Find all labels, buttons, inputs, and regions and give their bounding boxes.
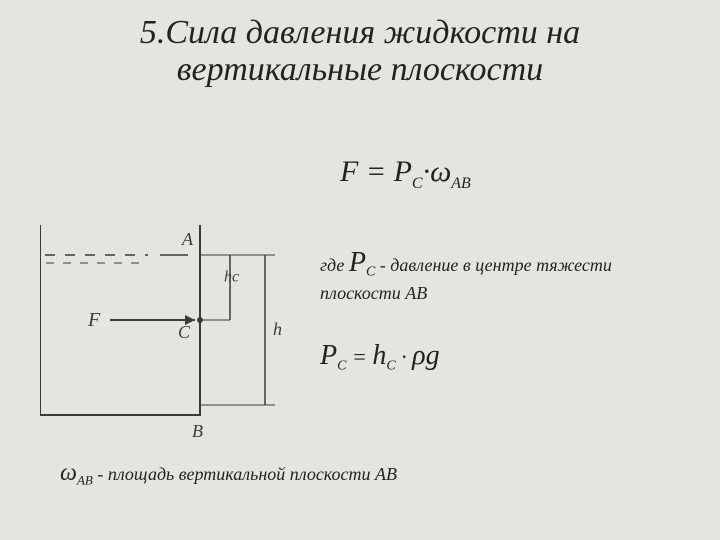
svg-text:hс: hс [224, 269, 239, 286]
svg-text:A: A [181, 229, 194, 249]
sym-omega: ω [430, 155, 451, 188]
svg-text:B: B [192, 421, 203, 441]
sym-P: P [394, 155, 412, 188]
diagram: A B C Fhс h [40, 215, 290, 445]
desc-pc-prefix: где [320, 255, 349, 275]
d2-omega: ω [60, 460, 77, 486]
sym-F: F [340, 155, 358, 188]
d2-omegasub: AB [77, 473, 93, 488]
f2-P: P [320, 340, 337, 371]
f2-dot: · [396, 344, 413, 369]
f2-hsub: C [386, 358, 395, 373]
svg-text:h: h [273, 319, 282, 339]
desc-pc-Psub: C [366, 265, 375, 280]
f2-rho: ρ [412, 340, 425, 371]
f2-g: g [426, 340, 440, 371]
svg-text:F: F [87, 309, 101, 331]
slide: 5.Сила давления жидкости на вертикальные… [0, 0, 720, 540]
desc-pc-rest2: плоскости АВ [320, 283, 427, 303]
sym-dot: · [423, 155, 431, 188]
desc-pc-P: P [349, 247, 366, 278]
f2-eq: = [346, 344, 372, 369]
desc-pc: где PC - давление в центре тяжести плоск… [320, 245, 690, 305]
slide-title: 5.Сила давления жидкости на вертикальные… [40, 14, 680, 89]
desc-pc-rest1: - давление в центре тяжести [375, 255, 612, 275]
d2-rest: - площадь вертикальной плоскости АВ [93, 464, 397, 484]
diagram-svg: A B C Fhс h [40, 215, 290, 445]
formula-main: F = PC·ωAB [340, 155, 471, 193]
sym-eq: = [358, 155, 393, 188]
formula-pc: PC = hC · ρg [320, 340, 440, 374]
sym-Psub: C [412, 175, 423, 192]
f2-h: h [372, 340, 386, 371]
svg-text:C: C [178, 322, 191, 342]
sym-omegasub: AB [451, 175, 471, 192]
desc-omega: ωAB - площадь вертикальной плоскости АВ [60, 460, 700, 489]
